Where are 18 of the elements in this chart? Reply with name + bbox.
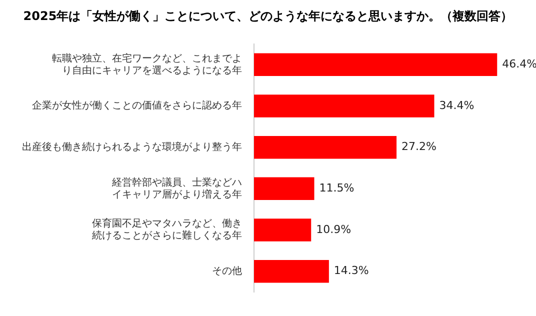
bar (254, 94, 434, 118)
y-tick-label: 企業が女性が働くことの価値をさらに認める年 (32, 100, 242, 112)
y-tick-label: その他 (212, 264, 242, 277)
y-tick-label: 経営幹部や議員、士業などハイキャリア層がより増える年 (111, 176, 242, 200)
chart-title: 2025年は「女性が働く」ことについて、どのような年になると思いますか。（複数回答） (22, 8, 514, 25)
bar (254, 218, 312, 242)
bar (254, 260, 329, 283)
y-tick-label: 出産後も働き続けられるような環境がより整う年 (22, 140, 242, 153)
data-label: 14.3% (334, 264, 369, 278)
data-label: 34.4% (439, 98, 474, 112)
data-label: 27.2% (402, 140, 436, 154)
bar (254, 177, 314, 200)
data-label: 11.5% (319, 182, 354, 195)
data-label: 10.9% (316, 222, 352, 236)
y-tick-label: 保育園不足やマタハラなど、働き続けることがさらに難しくなる年 (91, 218, 242, 242)
bar (254, 136, 397, 159)
bar (254, 53, 498, 76)
y-tick-label: 転職や独立、在宅ワークなど、これまでより自由にキャリアを選べるようになる年 (52, 52, 242, 76)
